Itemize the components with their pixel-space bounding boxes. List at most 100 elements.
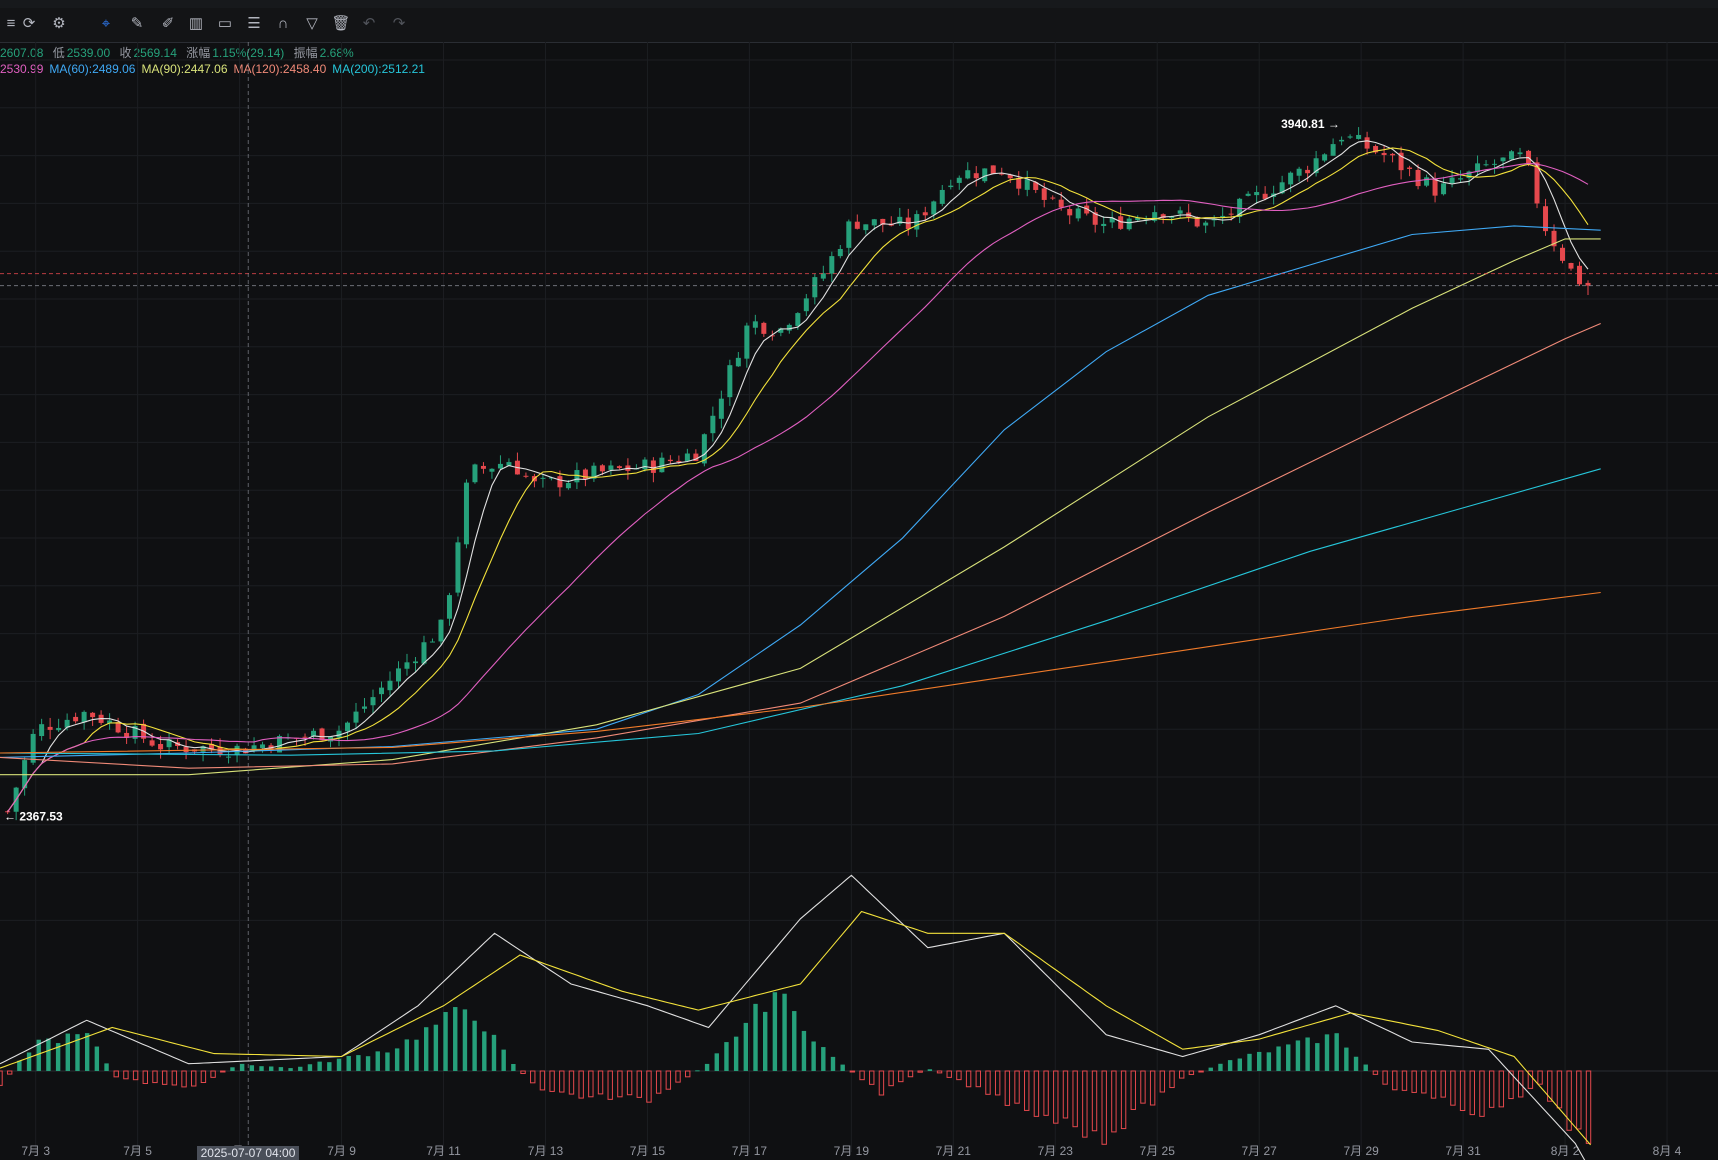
x-tick-label: 7月 29 (1343, 1144, 1379, 1158)
candle-body (421, 642, 427, 664)
macd-histogram-bar (1276, 1046, 1281, 1071)
macd-histogram-bar (704, 1063, 710, 1071)
pen-icon[interactable]: ✐ (161, 15, 175, 32)
macd-histogram-bar (695, 1070, 700, 1072)
candle-body (1228, 213, 1234, 215)
macd-histogram-bar (1237, 1058, 1243, 1071)
candle-body (489, 468, 495, 472)
tab-strip (0, 0, 1718, 8)
macd-histogram-bar (1053, 1070, 1059, 1124)
macd-histogram-bar (1372, 1070, 1379, 1075)
x-tick-label: 7月 3 (21, 1144, 50, 1158)
candle-body (837, 249, 843, 257)
ma-legend-item: 2530.99 (0, 62, 44, 76)
candle-body (1084, 205, 1090, 214)
macd-histogram-bar (714, 1053, 719, 1071)
macd-histogram-bar (327, 1062, 332, 1071)
x-tick-label: 7月 31 (1445, 1144, 1481, 1158)
macd-histogram-bar (878, 1070, 885, 1096)
macd-histogram-bar (782, 993, 787, 1071)
ma-line-long (0, 591, 1601, 754)
candle-body (1381, 152, 1387, 156)
indicator-icon[interactable]: ⟳ (22, 15, 36, 32)
x-tick-label: 7月 25 (1140, 1144, 1176, 1158)
magnet-icon[interactable]: ∩ (277, 14, 289, 32)
macd-histogram-bar (965, 1070, 972, 1088)
macd-histogram-bar (724, 1042, 729, 1071)
candle-body (999, 173, 1005, 175)
note-icon[interactable]: ☰ (247, 15, 261, 32)
macd-histogram-bar (743, 1022, 749, 1071)
candle-body (73, 716, 79, 722)
candle-body (565, 483, 571, 489)
macd-histogram-bar (1556, 1070, 1563, 1109)
cursor-icon[interactable]: ⌖ (101, 14, 111, 32)
macd-histogram-bar (171, 1070, 178, 1086)
candle-body (1067, 209, 1073, 216)
candle-body (166, 739, 172, 748)
menu-icon[interactable]: ≡ (6, 14, 16, 32)
ohlc-legend: 2607.08 低 2539.00 收 2569.14 涨幅 1.15%(29.14)… (0, 44, 360, 61)
candle-body (1356, 134, 1362, 139)
ohlc-low: 2539.00 (66, 46, 111, 60)
candle-body (1500, 157, 1506, 162)
candle-body (820, 273, 826, 279)
candle-body (183, 746, 189, 753)
macd-histogram-bar (230, 1067, 235, 1071)
candle-body (1432, 178, 1438, 196)
candle-body (90, 712, 96, 718)
ma-legend-item: MA(120):2458.40 (233, 62, 327, 76)
macd-histogram-bar (1518, 1070, 1524, 1098)
filter-icon[interactable]: ▽ (306, 15, 318, 32)
trash-icon[interactable]: 🗑 (331, 15, 351, 32)
macd-histogram-bar (792, 1011, 797, 1071)
macd-histogram-bar (821, 1047, 826, 1071)
ruler-icon[interactable]: ✎ (130, 15, 144, 32)
candle-body (897, 216, 903, 224)
macd-histogram-bar (249, 1065, 255, 1071)
candle-body (710, 415, 716, 434)
high-price-annotation: 3940.81 → (1281, 117, 1340, 131)
undo-icon: ↶ (362, 15, 376, 32)
candle-body (854, 221, 860, 229)
x-tick-label: 7月 19 (834, 1144, 870, 1158)
candle-body (506, 462, 512, 466)
candles-icon[interactable]: ▥ (188, 15, 204, 32)
macd-histogram-bar (549, 1070, 555, 1092)
candle-body (115, 722, 121, 733)
macd-histogram-bar (927, 1069, 933, 1071)
candle-body (412, 661, 418, 664)
macd-histogram-bar (655, 1070, 662, 1094)
candle-body (846, 221, 852, 248)
candle-body (1152, 212, 1158, 221)
candle-body (472, 464, 478, 483)
macd-histogram-bar (1305, 1037, 1310, 1071)
macd-histogram-bar (1178, 1070, 1185, 1079)
ohlc-change-label: 涨幅 (186, 46, 211, 60)
x-tick-label: 7月 13 (528, 1144, 564, 1158)
macd-histogram-bar (269, 1066, 274, 1071)
candle-body (370, 697, 376, 706)
candle-body (616, 466, 622, 469)
candle-body (650, 460, 656, 473)
macd-histogram-bar (898, 1070, 904, 1083)
macd-histogram-bar (220, 1070, 226, 1073)
macd-histogram-bar (317, 1061, 322, 1071)
ohlc-close: 2569.14 (133, 46, 177, 60)
candle-body (81, 711, 87, 723)
candle-body (158, 744, 164, 750)
macd-histogram-bar (113, 1070, 119, 1078)
ohlc-low-label: 低 (52, 46, 65, 60)
macd-histogram-bar (1208, 1067, 1213, 1071)
settings-icon[interactable]: ⚙ (52, 15, 66, 32)
macd-histogram-bar (1324, 1034, 1330, 1071)
macd-histogram-bar (1033, 1070, 1040, 1117)
candle-body (446, 595, 452, 619)
candle-body (251, 745, 257, 752)
candle-body (319, 728, 325, 741)
clipboard-icon[interactable]: ▭ (217, 15, 233, 32)
macd-histogram-bar (1469, 1070, 1475, 1116)
x-tick-label: 7月 23 (1038, 1144, 1074, 1158)
macd-histogram-bar (1585, 1070, 1592, 1144)
